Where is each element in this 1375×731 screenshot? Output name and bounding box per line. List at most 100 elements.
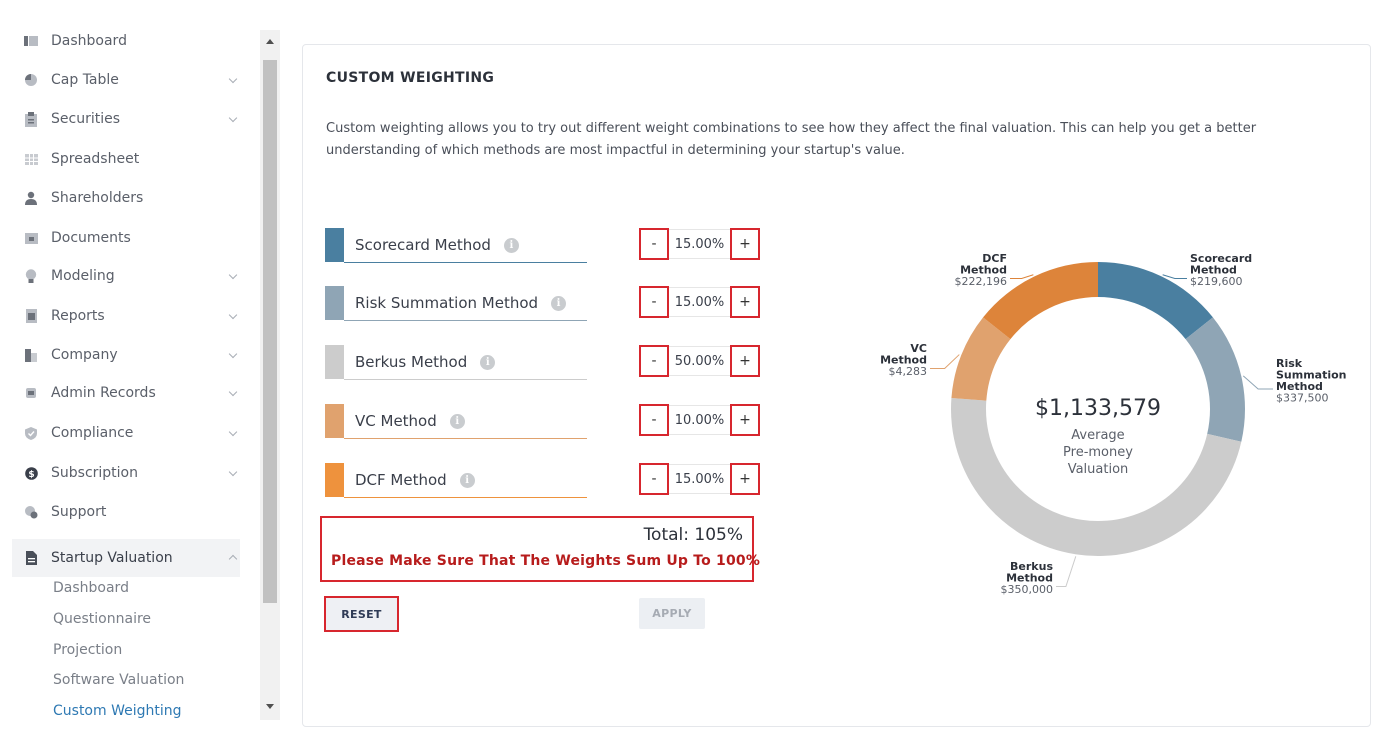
- sidebar-item-cap-table[interactable]: Cap Table: [0, 62, 240, 98]
- valuation-donut-chart: ScorecardMethod$219,600RiskSummationMeth…: [880, 252, 1346, 596]
- sidebar-item-label: Compliance: [51, 425, 134, 441]
- chevron-down-icon: [228, 467, 238, 477]
- submenu-item-dashboard[interactable]: Dashboard: [53, 580, 129, 596]
- sidebar-scrollbar[interactable]: [260, 30, 280, 720]
- submenu-item-software-valuation[interactable]: Software Valuation: [53, 672, 185, 688]
- weight-stepper: - 15.00% +: [639, 286, 763, 320]
- donut-leader-line: [1010, 274, 1034, 279]
- pie-chart-icon: [24, 73, 38, 87]
- document-icon: [24, 551, 38, 565]
- decrease-button[interactable]: -: [639, 463, 669, 495]
- method-label-wrap: Berkus Method i: [355, 353, 496, 371]
- method-color-swatch: [325, 404, 344, 438]
- shield-icon: [24, 426, 38, 440]
- scroll-thumb[interactable]: [263, 60, 277, 603]
- weight-value[interactable]: 15.00%: [669, 229, 730, 259]
- increase-button[interactable]: +: [730, 463, 760, 495]
- sidebar-item-label: Startup Valuation: [51, 550, 173, 566]
- weight-value[interactable]: 50.00%: [669, 346, 730, 376]
- sidebar-item-company[interactable]: Company: [0, 337, 240, 373]
- custom-weighting-card: CUSTOM WEIGHTING Custom weighting allows…: [302, 44, 1371, 727]
- sidebar-item-admin-records[interactable]: Admin Records: [0, 375, 240, 411]
- submenu-item-questionnaire[interactable]: Questionnaire: [53, 611, 152, 627]
- increase-button[interactable]: +: [730, 286, 760, 318]
- weight-stepper: - 15.00% +: [639, 463, 763, 497]
- decrease-button[interactable]: -: [639, 286, 669, 318]
- scroll-up-arrow-icon[interactable]: [266, 39, 274, 44]
- increase-button[interactable]: +: [730, 228, 760, 260]
- sidebar-item-label: Dashboard: [51, 33, 127, 49]
- info-icon[interactable]: i: [551, 295, 567, 311]
- info-icon[interactable]: i: [459, 472, 475, 488]
- sidebar-item-startup-valuation[interactable]: Startup Valuation: [12, 539, 240, 577]
- sidebar-item-label: Modeling: [51, 268, 115, 284]
- increase-button[interactable]: +: [730, 404, 760, 436]
- submenu-item-projection[interactable]: Projection: [53, 642, 123, 658]
- sidebar-item-subscription[interactable]: $ Subscription: [0, 455, 240, 491]
- card-title: CUSTOM WEIGHTING: [326, 70, 495, 86]
- sidebar-item-compliance[interactable]: Compliance: [0, 415, 240, 451]
- validation-warning: Please Make Sure That The Weights Sum Up…: [331, 553, 761, 569]
- sidebar-item-shareholders[interactable]: Shareholders: [0, 180, 240, 216]
- donut-slice-name-label: Method: [880, 354, 927, 367]
- method-row: DCF Method i: [325, 463, 587, 498]
- method-color-swatch: [325, 345, 344, 379]
- increase-button[interactable]: +: [730, 345, 760, 377]
- apply-button[interactable]: APPLY: [639, 598, 705, 629]
- donut-slice-name-label: Risk: [1276, 357, 1303, 370]
- chevron-down-icon: [228, 349, 238, 359]
- sidebar-item-spreadsheet[interactable]: Spreadsheet: [0, 141, 240, 177]
- chevron-down-icon: [228, 74, 238, 84]
- weight-value[interactable]: 10.00%: [669, 405, 730, 435]
- lightbulb-icon: [24, 268, 38, 283]
- total-warning-box: Total: 105% Please Make Sure That The We…: [320, 516, 760, 582]
- weight-value[interactable]: 15.00%: [669, 287, 730, 317]
- support-icon: [24, 505, 38, 519]
- method-row: Risk Summation Method i: [325, 286, 587, 321]
- sidebar-item-documents[interactable]: Documents: [0, 220, 240, 256]
- reset-button[interactable]: RESET: [324, 596, 399, 632]
- info-icon[interactable]: i: [449, 413, 465, 429]
- person-icon: [24, 191, 38, 205]
- sidebar-item-dashboard[interactable]: Dashboard: [0, 23, 240, 59]
- donut-slice[interactable]: [1185, 317, 1245, 442]
- chevron-down-icon: [228, 270, 238, 280]
- sidebar-item-label: Reports: [51, 308, 105, 324]
- donut-slice[interactable]: [951, 317, 1011, 401]
- method-label: Risk Summation Method: [355, 294, 539, 312]
- record-icon: [24, 386, 38, 400]
- decrease-button[interactable]: -: [639, 404, 669, 436]
- weight-stepper: - 10.00% +: [639, 404, 763, 438]
- method-label: Berkus Method: [355, 353, 468, 371]
- sidebar-item-label: Admin Records: [51, 385, 156, 401]
- method-label: Scorecard Method: [355, 236, 491, 254]
- method-color-swatch: [325, 463, 344, 497]
- donut-center-label-line: Average: [1071, 428, 1124, 443]
- donut-slice[interactable]: [951, 398, 1242, 556]
- info-icon[interactable]: i: [503, 237, 519, 253]
- decrease-button[interactable]: -: [639, 345, 669, 377]
- donut-slice[interactable]: [1098, 262, 1213, 340]
- clipboard-icon: [24, 111, 38, 127]
- sidebar: Dashboard Cap Table Securities Spreadshe…: [0, 0, 258, 731]
- donut-leader-line: [930, 354, 960, 369]
- sidebar-item-support[interactable]: Support: [0, 494, 240, 530]
- sidebar-item-securities[interactable]: Securities: [0, 101, 240, 137]
- method-label-wrap: Risk Summation Method i: [355, 294, 567, 312]
- chevron-up-icon: [228, 554, 238, 564]
- info-icon[interactable]: i: [480, 354, 496, 370]
- weight-value[interactable]: 15.00%: [669, 464, 730, 494]
- sidebar-item-reports[interactable]: Reports: [0, 298, 240, 334]
- donut-slice[interactable]: [983, 262, 1098, 340]
- method-label: DCF Method: [355, 471, 447, 489]
- sidebar-item-modeling[interactable]: Modeling: [0, 258, 240, 294]
- sidebar-item-label: Subscription: [51, 465, 138, 481]
- chevron-down-icon: [228, 310, 238, 320]
- donut-leader-line: [1162, 274, 1187, 279]
- dashboard-icon: [24, 34, 38, 48]
- submenu-item-custom-weighting[interactable]: Custom Weighting: [53, 703, 182, 719]
- weight-stepper: - 50.00% +: [639, 345, 763, 379]
- decrease-button[interactable]: -: [639, 228, 669, 260]
- donut-center-value: $1,133,579: [1035, 396, 1161, 421]
- scroll-down-arrow-icon[interactable]: [266, 704, 274, 709]
